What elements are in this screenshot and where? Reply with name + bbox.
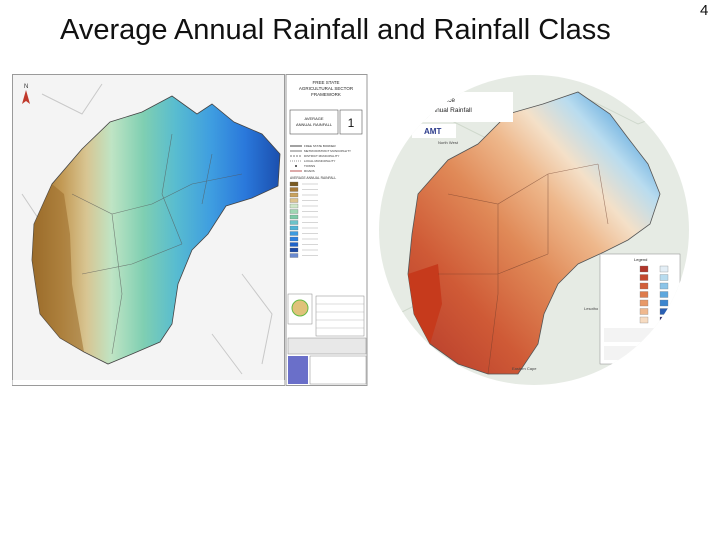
legend-swatch [659,282,669,290]
north-arrow-icon [22,90,30,104]
legend-swatch [289,198,299,203]
legend-swatch [659,274,669,281]
legend-swatch [289,253,299,258]
legend-swatch [289,231,299,236]
legend-swatch [639,265,649,273]
legend-swatch [639,274,649,281]
legend-swatch [289,209,299,214]
right-legend-heading: Legend [634,257,647,262]
legend-swatch [289,236,299,242]
legend-line-label: LOCAL MUNICIPALITY [304,159,335,163]
amt-logo: AMT [424,127,441,136]
legend-swatch [659,316,669,324]
legend-swatch [289,181,299,187]
slide-number: 4 [700,2,709,19]
legend-swatch [289,203,299,209]
map-name-line-1: AVERAGE [304,116,323,121]
legend-swatch [289,214,299,220]
legend-line-label: ROADS [304,169,315,173]
place-label: Lesotho [584,306,599,311]
right-rainfall-map: rovince ian Annual Rainfall AMT North We… [378,74,690,386]
coat-of-arms-icon [291,299,309,317]
legend-heading: AVERAGE ANNUAL RAINFALL [290,176,336,180]
legend-swatch [639,308,649,315]
title-block-line-2: AGRICULTURAL SECTOR [299,86,354,91]
map-name-line-2: ANNUAL RAINFALL [296,122,333,127]
legend-swatch [289,220,299,225]
right-legend-swatches [639,265,669,324]
legend-line-label: TOWNS [304,164,315,168]
right-title-line-1: rovince [434,97,455,104]
legend-swatch [659,299,669,307]
legend-line-label: METRO/DISTRICT MUNICIPALITY [304,149,351,153]
legend-swatch [639,316,649,324]
legend-swatch [639,282,649,290]
legend-swatch [289,247,299,253]
legend-swatch [289,242,299,247]
legend-swatch [289,192,299,198]
legend-swatch [289,225,299,231]
legend-line-label: FREE STATE BORDER [304,144,337,148]
legend-swatch [659,308,669,315]
legend-swatch [659,291,669,298]
legend-swatch [289,187,299,192]
left-rainfall-map: N FREE STATE AGRICULTURAL SECTOR FRAMEWO… [12,74,368,386]
title-block-line-1: FREE STATE [312,80,339,85]
legend-swatch [639,291,649,298]
title-block-line-3: FRAMEWORK [311,92,341,97]
place-label: Eastern Cape [512,366,537,371]
slide-title: Average Annual Rainfall and Rainfall Cla… [60,14,611,46]
legend-line-label: DISTRICT MUNICIPALITY [304,154,339,158]
left-legend: FREE STATE BORDER METRO/DISTRICT MUNICIP… [290,144,351,180]
legend-swatch [659,265,669,273]
map-number: 1 [348,116,355,130]
north-label: N [24,84,28,90]
legend-swatch [639,299,649,307]
left-legend-swatches [289,181,318,258]
place-label: North West [438,140,459,145]
right-title-line-2: ian Annual Rainfall [418,107,472,114]
